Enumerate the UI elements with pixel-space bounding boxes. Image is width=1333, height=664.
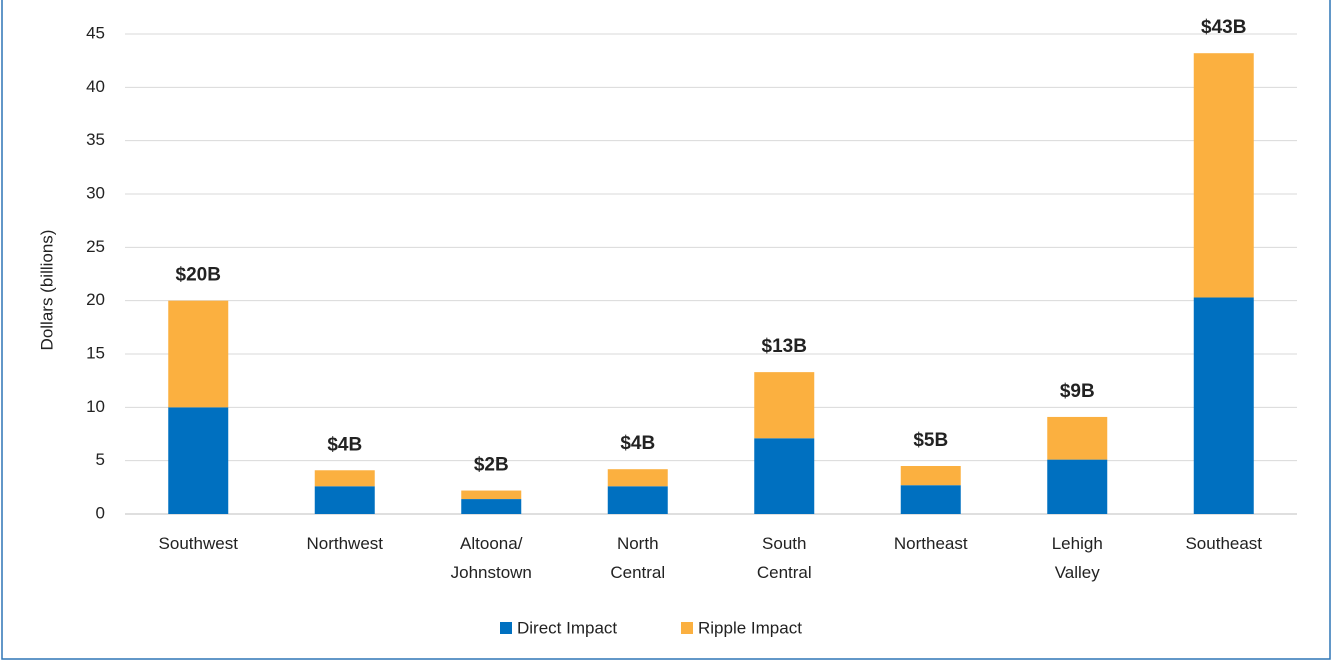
bar-segment — [1047, 459, 1108, 514]
total-label: $5B — [913, 430, 948, 451]
bar-segment — [314, 470, 375, 487]
bar-segment — [754, 438, 815, 514]
legend-label: Direct Impact — [517, 618, 617, 637]
bar-segment — [607, 486, 668, 514]
x-tick-label: North Central — [610, 534, 665, 582]
y-tick-label: 25 — [86, 237, 105, 256]
x-tick-label: Lehigh Valley — [1052, 534, 1103, 582]
x-tick-label-line: Northeast — [894, 534, 968, 553]
y-tick-label: 35 — [86, 130, 105, 149]
x-tick-label-line: North — [617, 534, 659, 553]
legend-swatch — [500, 622, 512, 634]
bar-segment — [754, 372, 815, 439]
x-tick-label: Altoona/Johnstown — [451, 534, 532, 582]
x-tick-label-line: Lehigh — [1052, 534, 1103, 553]
bar-segment — [1193, 53, 1254, 298]
x-tick-label: Southeast — [1185, 534, 1262, 553]
x-tick-label-line: Central — [757, 563, 812, 582]
x-tick-label: South Central — [757, 534, 812, 582]
y-tick-label: 5 — [96, 450, 105, 469]
bar-segment — [314, 486, 375, 514]
total-label: $9B — [1060, 381, 1095, 402]
total-label: $4B — [327, 434, 362, 455]
x-tick-label-line: Southwest — [159, 534, 239, 553]
bar-segment — [461, 499, 522, 514]
x-tick-label: Southwest — [159, 534, 239, 553]
bar-segment — [900, 485, 961, 514]
y-axis-label: Dollars (billions) — [37, 230, 56, 351]
x-tick-label: Northeast — [894, 534, 968, 553]
total-label: $2B — [474, 455, 509, 476]
x-tick-label-line: Northwest — [306, 534, 383, 553]
x-tick-label-line: Southeast — [1185, 534, 1262, 553]
x-tick-label-line: Central — [610, 563, 665, 582]
bar-segment — [168, 407, 229, 514]
x-tick-label-line: Altoona/ — [460, 534, 523, 553]
y-tick-label: 0 — [96, 503, 105, 522]
bar-segment — [1047, 416, 1108, 460]
y-tick-label: 45 — [86, 23, 105, 42]
total-label: $20B — [176, 265, 221, 286]
y-tick-label: 15 — [86, 343, 105, 362]
x-tick-label: Northwest — [306, 534, 383, 553]
x-tick-label-line: South — [762, 534, 806, 553]
bar-segment — [461, 490, 522, 500]
y-tick-label: 20 — [86, 290, 105, 309]
legend-label: Ripple Impact — [698, 618, 802, 637]
bar-segment — [1193, 297, 1254, 514]
legend-swatch — [681, 622, 693, 634]
bar-segment — [607, 469, 668, 487]
y-tick-label: 40 — [86, 77, 105, 96]
y-tick-label: 10 — [86, 397, 105, 416]
y-tick-label: 30 — [86, 183, 105, 202]
x-tick-label-line: Valley — [1055, 563, 1101, 582]
bar-segment — [900, 466, 961, 486]
x-tick-label-line: Johnstown — [451, 563, 532, 582]
total-label: $4B — [620, 433, 655, 454]
bar-segment — [168, 300, 229, 408]
total-label: $43B — [1201, 17, 1246, 38]
total-label: $13B — [762, 336, 807, 357]
